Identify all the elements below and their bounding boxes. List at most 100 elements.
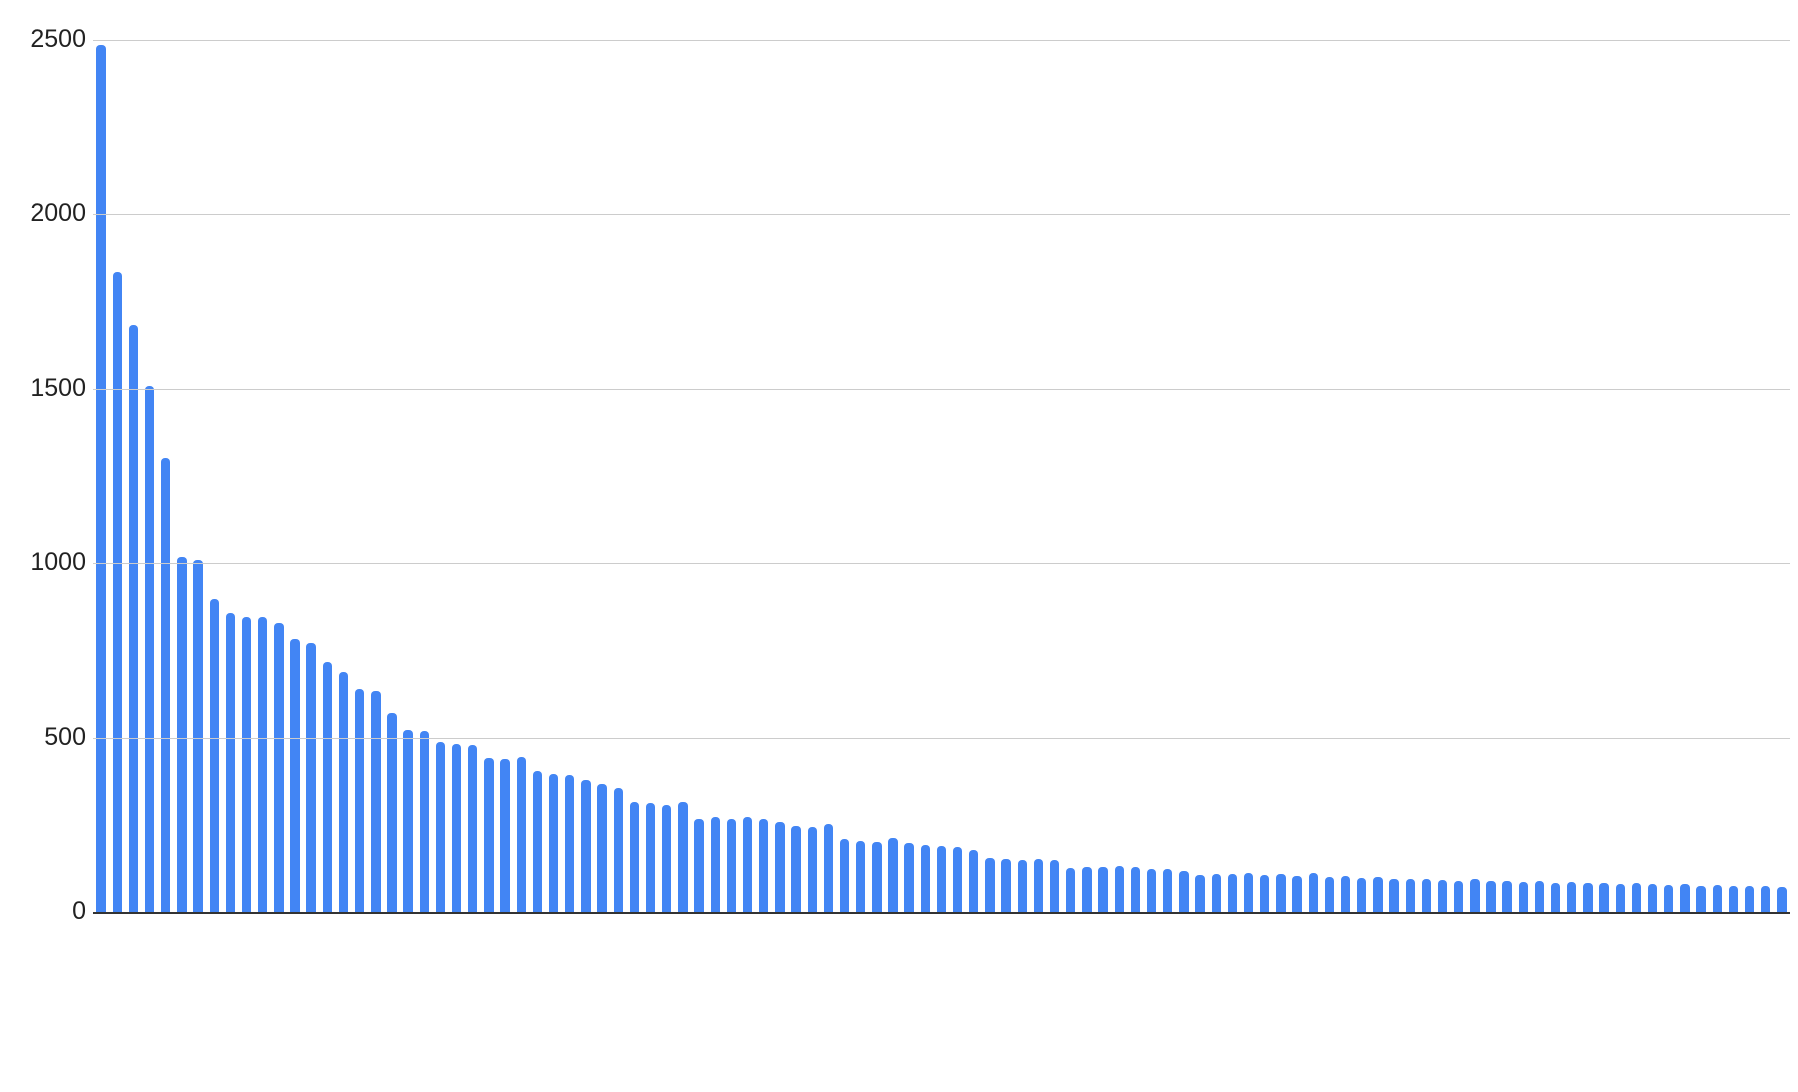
bar[interactable] xyxy=(1728,886,1739,912)
bar[interactable] xyxy=(548,773,559,912)
bar[interactable] xyxy=(1777,886,1787,912)
bar[interactable] xyxy=(807,827,817,912)
bar[interactable] xyxy=(1357,877,1367,912)
bar[interactable] xyxy=(1599,882,1609,912)
bar[interactable] xyxy=(1195,875,1205,912)
bar[interactable] xyxy=(1680,884,1690,912)
bar[interactable] xyxy=(839,839,850,912)
bar[interactable] xyxy=(888,838,898,912)
bar[interactable] xyxy=(1712,884,1722,912)
bar[interactable] xyxy=(662,804,672,912)
bar[interactable] xyxy=(1470,879,1480,912)
bar[interactable] xyxy=(306,642,316,912)
bar[interactable] xyxy=(1437,879,1448,912)
bar[interactable] xyxy=(936,845,947,912)
bar[interactable] xyxy=(96,44,106,912)
bar[interactable] xyxy=(419,731,429,912)
bar[interactable] xyxy=(516,757,526,912)
bar[interactable] xyxy=(1049,860,1060,912)
bar[interactable] xyxy=(872,842,882,912)
bar[interactable] xyxy=(274,622,284,912)
bar[interactable] xyxy=(161,457,171,912)
bar[interactable] xyxy=(694,818,704,912)
bar[interactable] xyxy=(1373,876,1383,912)
bar[interactable] xyxy=(1114,865,1124,912)
bar[interactable] xyxy=(209,598,219,912)
bar[interactable] xyxy=(1260,875,1270,912)
bar[interactable] xyxy=(371,690,381,912)
bar[interactable] xyxy=(387,712,397,912)
bar[interactable] xyxy=(952,847,963,912)
bar[interactable] xyxy=(904,842,914,912)
bar[interactable] xyxy=(856,840,866,912)
bar[interactable] xyxy=(985,858,995,912)
bar[interactable] xyxy=(1082,866,1092,912)
bar[interactable] xyxy=(1696,885,1706,912)
bar[interactable] xyxy=(1647,884,1658,912)
bar[interactable] xyxy=(823,824,834,912)
bar[interactable] xyxy=(177,556,187,912)
bar[interactable] xyxy=(128,324,139,912)
bar[interactable] xyxy=(1518,882,1528,912)
bar[interactable] xyxy=(742,816,753,912)
bar[interactable] xyxy=(1227,874,1238,912)
bar[interactable] xyxy=(1761,886,1771,912)
bar[interactable] xyxy=(759,818,769,912)
bar[interactable] xyxy=(613,787,623,912)
bar[interactable] xyxy=(969,849,979,912)
bar[interactable] xyxy=(1276,873,1286,912)
bar[interactable] xyxy=(581,780,591,912)
bar[interactable] xyxy=(1033,858,1044,912)
bar[interactable] xyxy=(1163,869,1173,912)
bar[interactable] xyxy=(1211,873,1221,912)
bar[interactable] xyxy=(290,639,300,912)
bar[interactable] xyxy=(1550,882,1561,912)
bar[interactable] xyxy=(193,559,203,912)
bar[interactable] xyxy=(1502,880,1512,912)
bar[interactable] xyxy=(678,802,688,912)
bar[interactable] xyxy=(338,672,349,912)
bar[interactable] xyxy=(1534,881,1545,912)
bar[interactable] xyxy=(920,845,930,912)
bar[interactable] xyxy=(710,817,720,912)
bar[interactable] xyxy=(322,661,333,912)
bar[interactable] xyxy=(629,801,640,912)
bar[interactable] xyxy=(1486,881,1496,912)
bar[interactable] xyxy=(258,617,268,912)
bar[interactable] xyxy=(565,775,575,912)
bar[interactable] xyxy=(1243,872,1254,912)
bar[interactable] xyxy=(225,612,236,912)
bar[interactable] xyxy=(1179,870,1189,912)
bar[interactable] xyxy=(597,783,607,912)
bar[interactable] xyxy=(791,826,801,912)
bar[interactable] xyxy=(1324,877,1335,912)
bar[interactable] xyxy=(1098,867,1108,912)
bar[interactable] xyxy=(1583,883,1593,912)
bar[interactable] xyxy=(726,819,737,912)
bar[interactable] xyxy=(1340,876,1351,912)
bar[interactable] xyxy=(484,758,494,912)
bar[interactable] xyxy=(1744,885,1755,912)
bar[interactable] xyxy=(1421,878,1432,912)
bar[interactable] xyxy=(1405,879,1415,912)
bar[interactable] xyxy=(1389,878,1399,912)
bar[interactable] xyxy=(1292,875,1302,912)
bar[interactable] xyxy=(1146,868,1157,912)
bar[interactable] xyxy=(1001,858,1011,912)
bar[interactable] xyxy=(1664,884,1674,912)
bar[interactable] xyxy=(1017,859,1027,912)
bar[interactable] xyxy=(500,759,510,912)
bar[interactable] xyxy=(403,729,413,912)
bar[interactable] xyxy=(1308,872,1318,912)
bar[interactable] xyxy=(1453,880,1464,912)
bar[interactable] xyxy=(144,386,155,912)
bar[interactable] xyxy=(1066,868,1076,912)
bar[interactable] xyxy=(1631,883,1642,912)
bar[interactable] xyxy=(775,822,785,912)
bar[interactable] xyxy=(532,771,543,912)
bar[interactable] xyxy=(645,802,656,912)
bar[interactable] xyxy=(435,742,446,912)
bar[interactable] xyxy=(241,616,252,912)
bar[interactable] xyxy=(1615,884,1625,912)
bar[interactable] xyxy=(112,271,122,912)
